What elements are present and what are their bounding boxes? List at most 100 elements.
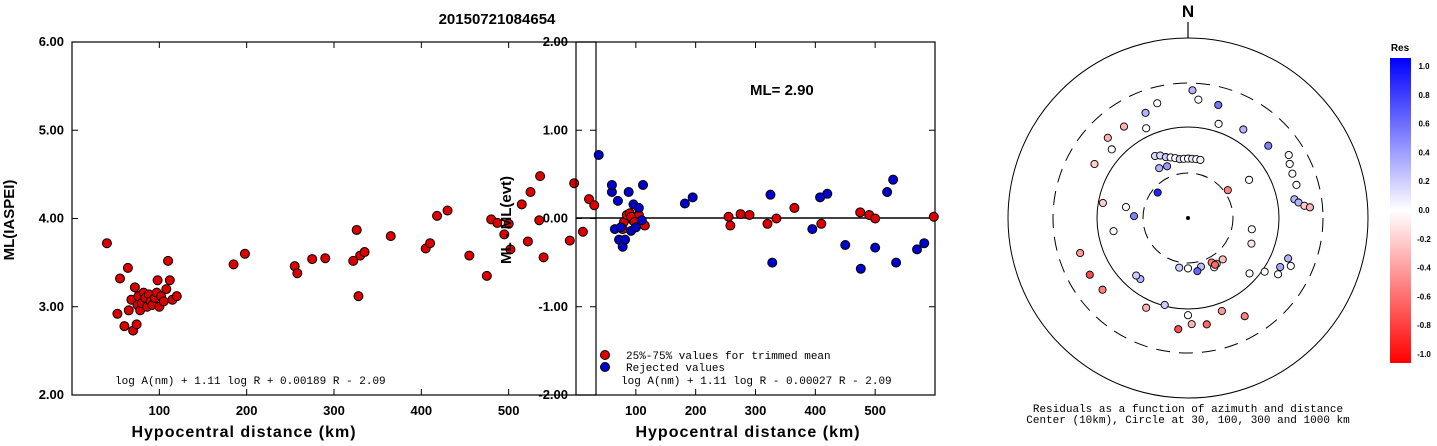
data-point xyxy=(569,178,580,189)
residual-point xyxy=(1274,270,1283,279)
data-point xyxy=(163,255,174,266)
residual-point xyxy=(1214,100,1223,110)
residual-point xyxy=(1163,162,1172,171)
residual-point xyxy=(1183,311,1193,320)
data-point xyxy=(161,284,172,295)
data-point xyxy=(807,224,818,235)
residual-point xyxy=(1174,325,1183,334)
data-point xyxy=(633,202,644,213)
data-point xyxy=(351,224,362,235)
residuals-vs-distance-plot: ML - ML(evt) Hypocentral distance (km) M… xyxy=(498,34,939,441)
data-point xyxy=(158,296,169,307)
colorbar-tick-label: -0.6 xyxy=(1417,292,1431,301)
caption-line-1: Residuals as a function of azimuth and d… xyxy=(1033,404,1343,416)
data-point xyxy=(348,255,359,266)
x-axis-label: Hypocentral distance (km) xyxy=(635,424,860,441)
data-point xyxy=(432,210,443,221)
residual-point xyxy=(1103,133,1112,142)
data-point xyxy=(516,199,527,210)
data-point xyxy=(577,226,588,237)
residual-point xyxy=(1196,155,1205,164)
data-point xyxy=(385,231,396,242)
residual-point xyxy=(1098,285,1107,294)
residual-point xyxy=(1247,239,1256,248)
data-point xyxy=(771,213,782,224)
data-point xyxy=(292,268,303,279)
colorbar-tick-label: 1.0 xyxy=(1418,62,1430,71)
residual-point xyxy=(1175,263,1184,272)
residual-point xyxy=(1260,267,1269,276)
colorbar-tick-label: -0.8 xyxy=(1417,321,1431,330)
data-point xyxy=(888,174,899,185)
data-point xyxy=(442,205,453,216)
colorbar-gradient xyxy=(1390,58,1411,363)
data-point xyxy=(855,207,866,218)
data-point xyxy=(744,209,755,220)
colorbar-tick-label: -0.4 xyxy=(1417,264,1431,273)
x-tick-label: 500 xyxy=(864,403,886,418)
data-point xyxy=(789,202,800,213)
y-tick-label: 6.00 xyxy=(39,34,64,49)
data-point xyxy=(679,198,690,209)
y-tick-label: 5.00 xyxy=(39,122,64,137)
x-tick-label: 300 xyxy=(323,403,345,418)
data-point xyxy=(525,187,536,198)
residual-point xyxy=(1085,270,1094,279)
data-point xyxy=(623,187,634,198)
residual-point xyxy=(1121,203,1131,212)
residual-point xyxy=(1076,248,1085,258)
data-point xyxy=(115,273,126,284)
data-point xyxy=(816,218,827,229)
legend-marker-red xyxy=(600,350,610,360)
data-point xyxy=(119,321,130,332)
colorbar-tick-label: 0.8 xyxy=(1418,91,1430,100)
data-point xyxy=(538,252,549,263)
data-point xyxy=(353,291,364,302)
data-point xyxy=(612,195,623,206)
residual-point xyxy=(1285,159,1294,168)
data-points xyxy=(593,149,939,274)
data-point xyxy=(630,222,641,233)
residual-point xyxy=(1264,141,1273,150)
figure-title: 20150721084654 xyxy=(439,11,556,28)
data-point xyxy=(735,209,746,220)
data-point xyxy=(855,263,866,274)
data-point xyxy=(503,218,514,229)
x-tick-label: 300 xyxy=(745,403,767,418)
residual-point xyxy=(1202,320,1211,329)
x-tick-label: 100 xyxy=(148,403,170,418)
residual-point xyxy=(1193,267,1202,276)
residual-point xyxy=(1288,169,1297,178)
residual-point xyxy=(1210,260,1220,269)
data-point xyxy=(228,259,239,270)
circle-300km xyxy=(1052,82,1324,354)
data-point xyxy=(171,291,182,302)
residual-point xyxy=(1107,145,1116,154)
data-point xyxy=(882,187,893,198)
data-points xyxy=(101,171,600,336)
y-axis-label: ML - ML(evt) xyxy=(498,176,515,264)
x-tick-label: 400 xyxy=(804,403,826,418)
azimuth-residual-plot: N Residuals as a function of azimuth and… xyxy=(1007,2,1369,427)
circle-100km xyxy=(1096,126,1280,310)
y-axis-label: ML(IASPEI) xyxy=(1,180,18,261)
residual-point xyxy=(1245,269,1254,278)
data-point xyxy=(725,220,736,231)
residual-point xyxy=(1142,124,1151,133)
residual-point xyxy=(1239,125,1248,134)
residual-point xyxy=(1240,312,1249,321)
residual-point xyxy=(1286,261,1295,270)
data-point xyxy=(131,319,142,330)
data-point xyxy=(765,189,776,200)
residual-point xyxy=(1153,188,1162,197)
residual-point xyxy=(1090,159,1099,169)
colorbar-ticks: 1.0 0.8 0.6 0.4 0.2 0.0 -0.2 -0.4 -0.6 -0.8 -1.0 xyxy=(1417,62,1431,359)
data-point xyxy=(481,270,492,281)
data-point xyxy=(152,275,163,286)
data-point xyxy=(123,305,134,316)
x-axis-label: Hypocentral distance (km) xyxy=(131,424,356,441)
formula-label: log A(nm) + 1.11 log R - 0.00027 R - 2.0… xyxy=(621,376,892,388)
circle-30km xyxy=(1142,172,1234,264)
x-tick-label: 100 xyxy=(625,403,647,418)
caption-line-2: Center (10km), Circle at 30, 100, 300 an… xyxy=(1026,415,1350,427)
